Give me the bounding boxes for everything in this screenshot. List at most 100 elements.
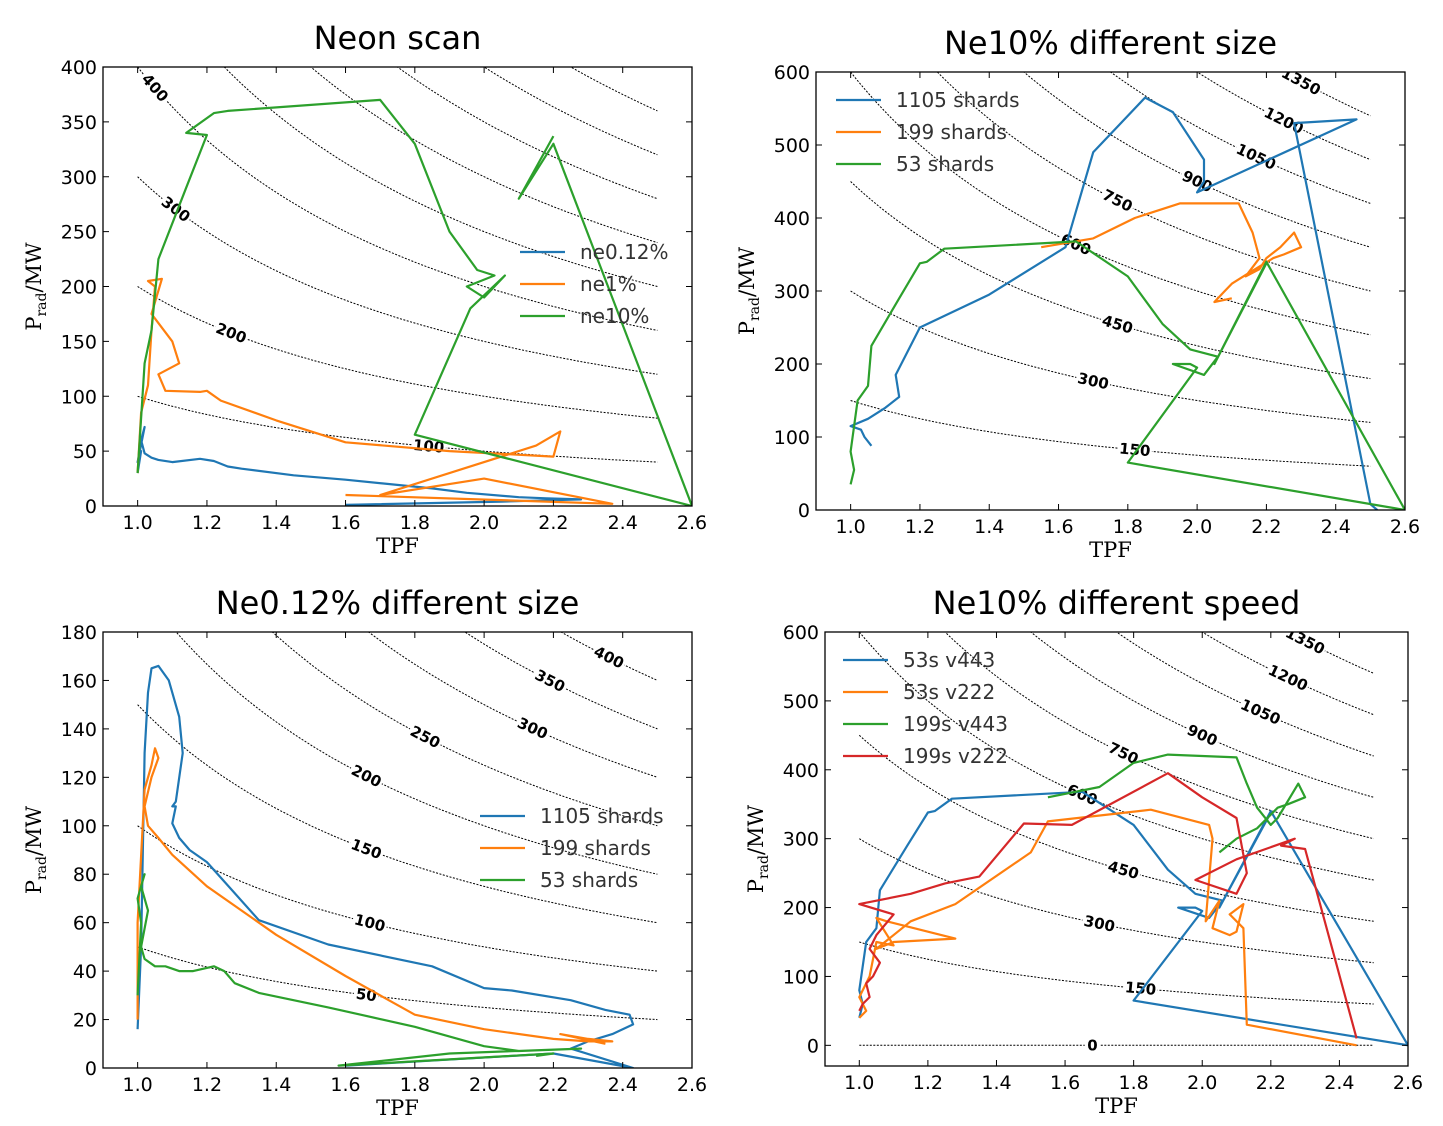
- x-tick-label: 1.0: [836, 516, 866, 538]
- x-tick-label: 1.8: [1113, 516, 1143, 538]
- contour-line: [850, 290, 1371, 423]
- x-tick-label: 1.2: [913, 1072, 943, 1094]
- series-line: [136, 425, 583, 506]
- x-tick-label: 1.4: [981, 1072, 1011, 1094]
- contour-label: 900: [1184, 721, 1220, 750]
- y-tick-label: 400: [61, 57, 97, 79]
- y-axis-label: Prad/MW: [744, 804, 772, 893]
- y-tick-label: 0: [807, 1035, 819, 1057]
- y-tick-label: 180: [61, 622, 97, 644]
- y-tick-label: 120: [61, 767, 97, 789]
- series-line: [136, 664, 635, 1068]
- x-axis-label: TPF: [1095, 1094, 1138, 1118]
- series-line: [858, 772, 1358, 1039]
- panel-title: Ne0.12% different size: [216, 584, 580, 622]
- contour-line: [850, 400, 1371, 467]
- x-tick-label: 1.8: [400, 512, 430, 534]
- legend-label: 53s v222: [903, 680, 995, 704]
- legend-label: 53 shards: [540, 868, 638, 892]
- contour-line: [560, 632, 658, 681]
- legend-label: ne1%: [580, 272, 637, 296]
- contour-label: 1050: [1233, 140, 1278, 174]
- series-line: [849, 96, 1379, 510]
- plot-frame: [824, 631, 1409, 1067]
- panel-title: Ne10% different speed: [933, 584, 1301, 622]
- y-tick-label: 100: [61, 386, 97, 408]
- y-tick-label: 60: [73, 913, 97, 935]
- contour-line: [175, 632, 658, 875]
- y-tick-label: 250: [61, 222, 97, 244]
- series-line: [136, 873, 583, 1067]
- legend: 1105 shards 199 shards 53 shards: [480, 804, 664, 892]
- legend-label: ne0.12%: [580, 240, 669, 264]
- x-tick-label: 2.0: [1187, 1072, 1217, 1094]
- x-tick-label: 1.8: [1119, 1072, 1149, 1094]
- y-tick-label: 200: [774, 354, 810, 376]
- x-tick-label: 2.2: [538, 1074, 568, 1096]
- contour-label: 300: [1082, 912, 1116, 936]
- y-tick-label: 500: [774, 135, 810, 157]
- x-tick-label: 2.4: [608, 512, 638, 534]
- legend-label: 53 shards: [896, 152, 994, 176]
- contour-line: [483, 67, 658, 156]
- y-tick-label: 50: [73, 441, 97, 463]
- contour-label: 300: [1076, 369, 1110, 393]
- series-line: [1041, 202, 1303, 304]
- x-tick-label: 1.0: [844, 1072, 874, 1094]
- legend-label: 199s v443: [903, 712, 1008, 736]
- series-line: [858, 790, 1408, 1047]
- contour-line: [137, 704, 658, 924]
- contour-label: 200: [213, 319, 249, 347]
- x-tick-label: 1.0: [123, 512, 153, 534]
- x-tick-label: 2.4: [1321, 516, 1351, 538]
- contour-line: [137, 67, 658, 331]
- series-line: [136, 98, 692, 506]
- panel-title: Ne10% different size: [944, 24, 1277, 62]
- x-tick-label: 1.2: [905, 516, 935, 538]
- x-tick-label: 2.4: [1324, 1072, 1354, 1094]
- x-tick-label: 2.2: [1256, 1072, 1286, 1094]
- contour-label: 1200: [1261, 103, 1306, 138]
- legend-label: 1105 shards: [896, 88, 1020, 112]
- x-tick-label: 2.6: [677, 512, 707, 534]
- contour-label: 450: [1106, 857, 1141, 883]
- y-tick-label: 600: [783, 622, 819, 644]
- legend-label: 199 shards: [540, 836, 651, 860]
- contour-line: [1115, 632, 1374, 757]
- legend-label: 199s v222: [903, 744, 1008, 768]
- y-tick-label: 0: [85, 1058, 97, 1080]
- legend-label: 1105 shards: [540, 804, 664, 828]
- contour-line: [271, 632, 658, 827]
- y-axis-label: Prad/MW: [22, 242, 50, 331]
- x-tick-label: 1.2: [192, 512, 222, 534]
- x-tick-label: 1.4: [261, 1074, 291, 1096]
- x-tick-label: 1.8: [400, 1074, 430, 1096]
- x-tick-label: 2.0: [469, 1074, 499, 1096]
- contour-line: [137, 946, 658, 1021]
- legend-label: ne10%: [580, 304, 649, 328]
- contour-line: [310, 67, 658, 244]
- x-tick-label: 2.2: [538, 512, 568, 534]
- y-tick-label: 80: [73, 864, 97, 886]
- x-tick-label: 1.4: [261, 512, 291, 534]
- y-tick-label: 300: [61, 167, 97, 189]
- x-axis-label: TPF: [376, 534, 419, 558]
- y-tick-label: 500: [783, 691, 819, 713]
- x-axis-label: TPF: [376, 1096, 419, 1120]
- contour-label: 1050: [1238, 695, 1283, 728]
- y-tick-label: 200: [61, 277, 97, 299]
- x-tick-label: 2.6: [1393, 1072, 1423, 1094]
- legend: ne0.12% ne1% ne10%: [520, 240, 669, 328]
- plot-frame: [102, 631, 693, 1069]
- y-axis-label: Prad/MW: [735, 246, 763, 335]
- contour-label: 1200: [1265, 661, 1310, 695]
- panel-title: Neon scan: [314, 19, 482, 57]
- contour-line: [858, 632, 1374, 881]
- x-tick-label: 1.6: [330, 512, 360, 534]
- contour-label: 1350: [1278, 64, 1323, 100]
- x-tick-label: 1.0: [123, 1074, 153, 1096]
- contour-label: 600: [1064, 780, 1100, 809]
- x-tick-label: 1.6: [1050, 1072, 1080, 1094]
- y-tick-label: 0: [798, 500, 810, 522]
